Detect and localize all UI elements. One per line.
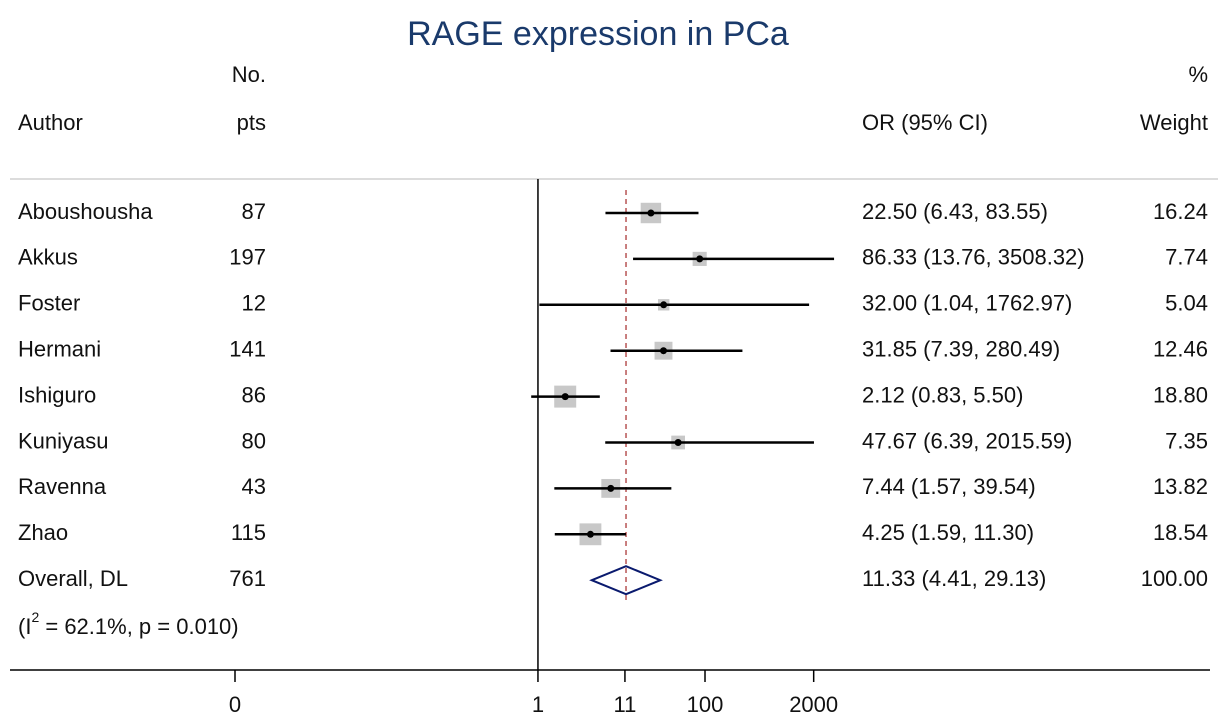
point-estimate bbox=[607, 484, 615, 492]
ci-label: 2.12 (0.83, 5.50) bbox=[862, 382, 1023, 407]
author: Hermani bbox=[18, 337, 101, 362]
point-estimate bbox=[647, 209, 655, 217]
point-estimate bbox=[586, 530, 594, 538]
x-tick-label: 2000 bbox=[789, 692, 838, 716]
header: No. bbox=[232, 62, 266, 87]
weight-label: 18.54 bbox=[1153, 520, 1208, 545]
ci-label: 47.67 (6.39, 2015.59) bbox=[862, 428, 1072, 453]
weight-label: 100.00 bbox=[1141, 566, 1208, 591]
header: Weight bbox=[1140, 110, 1208, 135]
ci-label: 11.33 (4.41, 29.13) bbox=[862, 566, 1046, 591]
author: Zhao bbox=[18, 520, 68, 545]
header: % bbox=[1188, 62, 1208, 87]
het-sup: 2 bbox=[31, 609, 39, 625]
n-pts: 87 bbox=[242, 199, 266, 224]
n-pts: 86 bbox=[242, 382, 266, 407]
weight-label: 18.80 bbox=[1153, 382, 1208, 407]
n-pts: 197 bbox=[229, 245, 266, 270]
point-estimate bbox=[660, 347, 668, 355]
ci-label: 32.00 (1.04, 1762.97) bbox=[862, 291, 1072, 316]
weight-label: 7.35 bbox=[1165, 428, 1208, 453]
weight-label: 7.74 bbox=[1165, 245, 1208, 270]
point-estimate bbox=[660, 301, 668, 309]
n-pts: 80 bbox=[242, 428, 266, 453]
header: OR (95% CI) bbox=[862, 110, 988, 135]
weight-label: 12.46 bbox=[1153, 337, 1208, 362]
author: Ishiguro bbox=[18, 382, 96, 407]
x-tick-label: 11 bbox=[614, 692, 637, 716]
point-estimate bbox=[696, 255, 704, 263]
x-tick-label: 0 bbox=[229, 692, 241, 716]
ci-label: 86.33 (13.76, 3508.32) bbox=[862, 245, 1085, 270]
weight-label: 13.82 bbox=[1153, 474, 1208, 499]
het-rest: = 62.1%, p = 0.010) bbox=[39, 614, 238, 639]
author: Ravenna bbox=[18, 474, 107, 499]
ci-label: 4.25 (1.59, 11.30) bbox=[862, 520, 1034, 545]
x-tick-label: 1 bbox=[532, 692, 544, 716]
weight-label: 5.04 bbox=[1165, 291, 1208, 316]
n-pts: 12 bbox=[242, 291, 266, 316]
ci-label: 22.50 (6.43, 83.55) bbox=[862, 199, 1048, 224]
chart-title: RAGE expression in PCa bbox=[407, 15, 789, 53]
author: Overall, DL bbox=[18, 566, 128, 591]
n-pts: 761 bbox=[229, 566, 266, 591]
author: Aboushousha bbox=[18, 199, 153, 224]
het-open: (I bbox=[18, 614, 31, 639]
n-pts: 115 bbox=[231, 520, 266, 545]
x-tick-label: 100 bbox=[687, 692, 724, 716]
n-pts: 141 bbox=[229, 337, 266, 362]
author: Foster bbox=[18, 291, 80, 316]
header: Author bbox=[18, 110, 83, 135]
n-pts: 43 bbox=[242, 474, 266, 499]
heterogeneity: (I2 = 62.1%, p = 0.010) bbox=[18, 609, 239, 639]
weight-label: 16.24 bbox=[1153, 199, 1208, 224]
ci-label: 7.44 (1.57, 39.54) bbox=[862, 474, 1036, 499]
header: pts bbox=[237, 110, 266, 135]
point-estimate bbox=[561, 393, 569, 401]
point-estimate bbox=[674, 439, 682, 446]
author: Akkus bbox=[18, 245, 78, 270]
overall-diamond bbox=[589, 565, 663, 596]
author: Kuniyasu bbox=[18, 428, 109, 453]
ci-label: 31.85 (7.39, 280.49) bbox=[862, 337, 1060, 362]
